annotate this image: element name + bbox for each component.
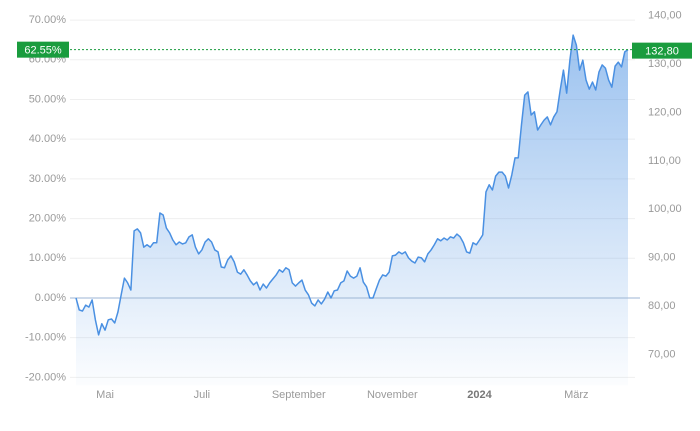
y2-tick-label: 140,00 [648, 10, 682, 22]
y2-tick-label: 80,00 [648, 300, 676, 312]
y-tick-label: 0.00% [35, 292, 66, 304]
x-tick-label: November [367, 389, 418, 401]
y2-tick-label: 100,00 [648, 203, 682, 215]
y2-tick-label: 110,00 [648, 155, 681, 167]
y-tick-label: 40.00% [29, 133, 67, 145]
last-price-badge [632, 42, 692, 59]
last-value-label: 62.55% [24, 45, 62, 57]
y-tick-label: 30.00% [29, 173, 67, 185]
y2-tick-label: 90,00 [648, 252, 676, 264]
y2-tick-label: 130,00 [648, 58, 682, 70]
x-tick-label: Juli [194, 389, 211, 401]
area [76, 35, 628, 386]
y-tick-label: 10.00% [29, 252, 67, 264]
x-tick-label: Mai [96, 389, 114, 401]
x-tick-label: 2024 [467, 389, 492, 401]
last-price-label: 132,80 [645, 46, 679, 58]
last-value-badge [17, 41, 69, 58]
y-tick-label: 50.00% [29, 93, 67, 105]
y-tick-label: -10.00% [25, 332, 66, 344]
y2-tick-label: 70,00 [648, 348, 676, 360]
x-tick-label: September [272, 389, 326, 401]
y-tick-label: 70.00% [29, 14, 67, 26]
y-tick-label: -20.00% [25, 371, 66, 383]
y2-tick-label: 120,00 [648, 106, 682, 118]
line [75, 34, 629, 336]
x-tick-label: März [564, 389, 588, 401]
y-tick-label: 20.00% [29, 212, 67, 224]
